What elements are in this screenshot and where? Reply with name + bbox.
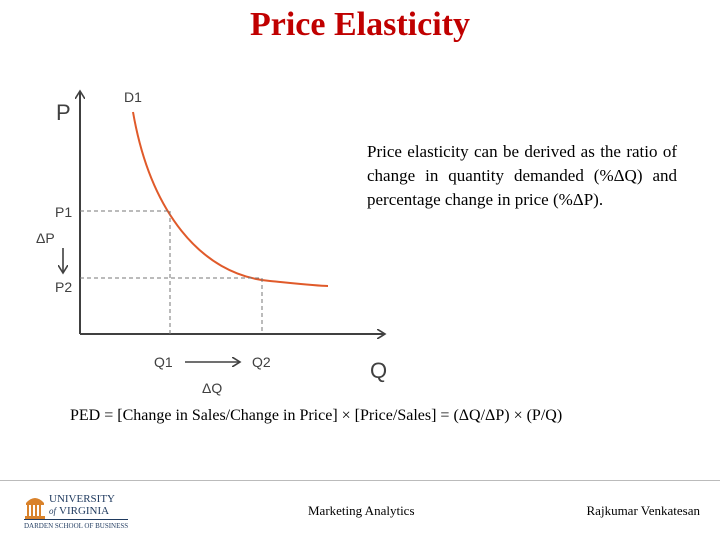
- curve-label: D1: [124, 89, 142, 105]
- quantity-axis-label: Q: [370, 358, 387, 383]
- university-logo: UNIVERSITY of VIRGINIA DARDEN SCHOOL OF …: [24, 493, 128, 530]
- logo-virginia-text: VIRGINIA: [59, 505, 109, 517]
- footer-divider: [0, 480, 720, 481]
- logo-university-text: UNIVERSITY: [49, 493, 115, 505]
- delta-p-label: ΔP: [36, 230, 55, 246]
- slide-title: Price Elasticity: [250, 6, 470, 43]
- p1-label: P1: [55, 204, 72, 220]
- demand-diagram: P D1 P1 ΔP P2 Q1 Q2 ΔQ Q: [36, 89, 387, 396]
- delta-q-label: ΔQ: [202, 380, 222, 396]
- logo-of-text: of: [49, 506, 58, 516]
- price-axis-label: P: [56, 100, 71, 125]
- demand-curve: [132, 111, 329, 287]
- q2-label: Q2: [252, 354, 271, 370]
- rotunda-icon: [25, 498, 45, 519]
- elasticity-description: Price elasticity can be derived as the r…: [367, 142, 677, 209]
- q1-label: Q1: [154, 354, 173, 370]
- footer-author: Rajkumar Venkatesan: [586, 503, 700, 518]
- footer-course-name: Marketing Analytics: [308, 503, 415, 518]
- ped-formula: PED = [Change in Sales/Change in Price] …: [70, 407, 563, 424]
- logo-school-text: DARDEN SCHOOL OF BUSINESS: [24, 522, 128, 530]
- p2-label: P2: [55, 279, 72, 295]
